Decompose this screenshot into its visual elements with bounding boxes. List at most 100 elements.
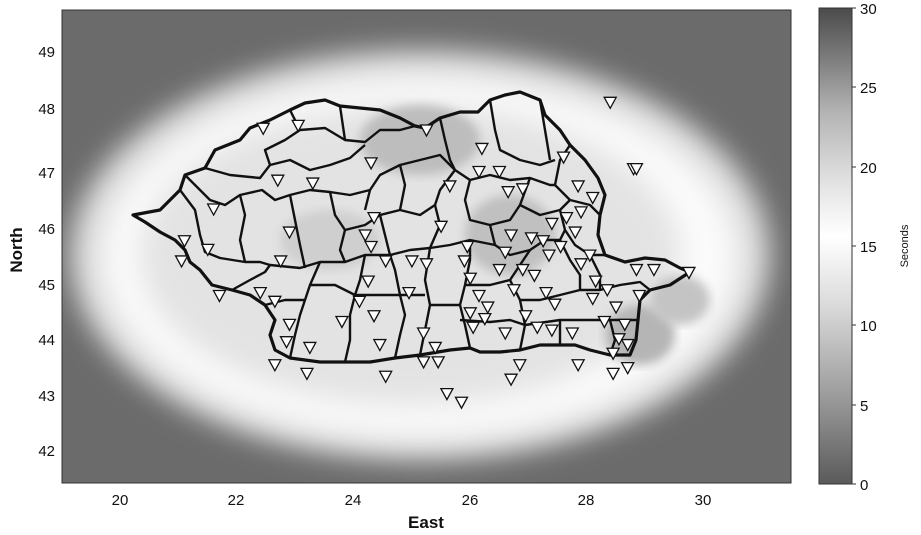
- colorbar-tick-label: 15: [860, 239, 877, 256]
- seismic-station-marker: [608, 301, 624, 315]
- colorbar-tick-label: 5: [860, 398, 868, 415]
- seismic-station-marker: [442, 180, 457, 194]
- seismic-station-marker: [433, 220, 449, 234]
- seismic-station-marker: [474, 142, 489, 156]
- seismic-station-marker: [492, 165, 507, 179]
- seismic-station-marker: [571, 180, 586, 194]
- seismic-station-marker: [279, 336, 294, 350]
- seismic-station-marker: [174, 255, 189, 269]
- seismic-station-marker: [212, 289, 227, 303]
- latency-patch-coast: [650, 275, 710, 325]
- y-axis: 42 43 44 45 46 47 48 49: [38, 44, 55, 460]
- seismic-station-marker: [498, 246, 513, 260]
- seismic-station-marker: [463, 272, 478, 286]
- seismic-station-marker: [606, 367, 621, 381]
- plot-area: [61, 9, 792, 484]
- seismic-station-marker: [597, 315, 612, 329]
- plot-frame: [61, 9, 792, 484]
- seismic-station-marker: [585, 292, 600, 306]
- seismic-station-marker: [454, 396, 469, 410]
- station-markers: [174, 96, 697, 410]
- x-tick-label: 24: [345, 492, 362, 509]
- seismic-station-marker: [378, 255, 393, 269]
- seismic-station-marker: [544, 217, 559, 231]
- y-tick-label: 46: [38, 221, 55, 238]
- seismic-station-marker: [571, 359, 586, 373]
- x-tick-label: 22: [228, 492, 245, 509]
- seismic-station-marker: [515, 263, 530, 277]
- seismic-station-marker: [536, 235, 551, 249]
- x-axis: 20 22 24 26 28 30: [112, 492, 712, 509]
- seismic-station-marker: [547, 298, 562, 312]
- seismic-station-marker: [501, 186, 516, 200]
- seismic-station-marker: [629, 162, 644, 176]
- seismic-station-marker: [606, 347, 621, 361]
- seismic-station-marker: [256, 122, 271, 136]
- y-tick-label: 42: [38, 443, 55, 460]
- seismic-station-marker: [559, 212, 574, 226]
- seismic-station-marker: [553, 240, 568, 254]
- seismic-station-marker: [282, 226, 297, 240]
- seismic-station-marker: [253, 286, 268, 301]
- seismic-station-marker: [620, 361, 635, 375]
- colorbar-tick-label: 25: [860, 80, 877, 97]
- seismic-station-marker: [334, 315, 350, 329]
- seismic-station-marker: [416, 327, 431, 341]
- seismic-station-marker: [466, 321, 481, 335]
- seismic-station-marker: [512, 359, 527, 373]
- seismic-station-marker: [629, 263, 644, 277]
- seismic-station-marker: [518, 310, 533, 324]
- seismic-station-marker: [358, 229, 373, 243]
- x-tick-label: 30: [695, 492, 712, 509]
- seismic-station-marker: [620, 338, 635, 352]
- seismic-station-marker: [603, 96, 618, 110]
- colorbar: 0 5 10 15 20 25 30 Seconds: [818, 1, 911, 494]
- x-tick-label: 20: [112, 492, 129, 509]
- seismic-station-marker: [299, 367, 315, 381]
- colorbar-tick-label: 10: [860, 318, 877, 335]
- seismic-station-marker: [273, 255, 288, 269]
- colorbar-ticks: [852, 7, 856, 485]
- seismic-station-marker: [600, 284, 615, 298]
- y-tick-label: 49: [38, 44, 55, 61]
- seismic-station-marker: [646, 263, 662, 277]
- seismic-station-marker: [404, 255, 420, 269]
- x-axis-title: East: [408, 513, 444, 532]
- y-tick-label: 45: [38, 277, 55, 294]
- colorbar-tick-label: 20: [860, 160, 877, 177]
- seismic-station-marker: [460, 240, 475, 254]
- seismic-station-marker: [416, 356, 431, 370]
- seismic-station-marker: [582, 249, 597, 263]
- seismic-station-marker: [573, 258, 589, 272]
- seismic-station-marker: [282, 318, 297, 332]
- seismic-station-marker: [428, 341, 443, 355]
- seismic-station-marker: [617, 318, 632, 332]
- seismic-station-marker: [401, 286, 417, 301]
- colorbar-tick-label: 0: [860, 477, 868, 494]
- seismic-station-marker: [270, 174, 285, 188]
- colorbar-title: Seconds: [899, 224, 911, 267]
- seismic-station-marker: [366, 310, 382, 324]
- x-tick-label: 26: [462, 492, 479, 509]
- seismic-station-marker: [632, 289, 647, 303]
- seismic-station-marker: [302, 341, 317, 355]
- seismic-station-marker: [378, 370, 393, 384]
- seismic-station-marker: [588, 275, 603, 289]
- y-tick-label: 48: [38, 101, 55, 118]
- seismic-station-marker: [267, 359, 282, 373]
- seismic-station-marker: [506, 284, 522, 298]
- y-tick-label: 44: [38, 332, 55, 349]
- seismic-station-marker: [480, 301, 495, 315]
- seismic-station-marker: [419, 258, 434, 272]
- seismic-station-marker: [544, 324, 559, 338]
- y-tick-label: 43: [38, 388, 55, 405]
- seismic-station-marker: [439, 387, 455, 401]
- seismic-station-marker: [585, 191, 600, 205]
- seismic-station-marker: [524, 232, 539, 246]
- seismic-station-marker: [431, 356, 446, 370]
- y-tick-label: 47: [38, 165, 55, 182]
- seismic-station-marker: [206, 203, 221, 217]
- seismic-station-marker: [515, 183, 530, 197]
- seismic-station-marker: [457, 255, 472, 269]
- seismic-station-marker: [352, 295, 367, 309]
